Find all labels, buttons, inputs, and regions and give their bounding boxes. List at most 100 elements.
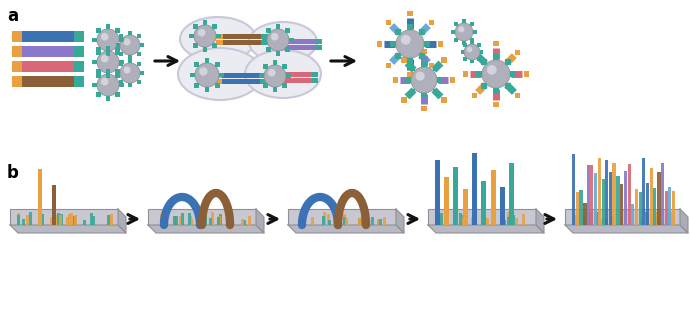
- Bar: [289, 38, 294, 42]
- Bar: [312, 72, 318, 77]
- Bar: [216, 34, 224, 39]
- Bar: [29, 213, 32, 225]
- Bar: [377, 41, 382, 47]
- Bar: [371, 217, 374, 225]
- Bar: [473, 30, 477, 34]
- Bar: [440, 213, 443, 225]
- Bar: [189, 216, 192, 225]
- Bar: [213, 24, 217, 29]
- Bar: [97, 92, 101, 97]
- Bar: [586, 165, 590, 225]
- Bar: [658, 172, 660, 225]
- Circle shape: [411, 67, 437, 93]
- Bar: [420, 53, 425, 59]
- Bar: [471, 60, 473, 63]
- Bar: [620, 184, 624, 225]
- Bar: [116, 43, 120, 47]
- Bar: [401, 97, 406, 103]
- Bar: [481, 83, 486, 89]
- Bar: [505, 83, 511, 89]
- Bar: [600, 219, 604, 225]
- Bar: [386, 63, 391, 68]
- Bar: [327, 214, 330, 225]
- Bar: [473, 214, 475, 225]
- Bar: [575, 192, 579, 225]
- Bar: [410, 89, 415, 94]
- Bar: [572, 155, 575, 225]
- Bar: [193, 24, 198, 29]
- Bar: [596, 212, 599, 225]
- Circle shape: [467, 47, 473, 52]
- Bar: [509, 163, 513, 225]
- Bar: [115, 50, 119, 55]
- Bar: [276, 39, 282, 44]
- Bar: [358, 218, 362, 225]
- Bar: [664, 191, 668, 225]
- Bar: [310, 217, 314, 225]
- Bar: [642, 158, 645, 225]
- Bar: [483, 219, 486, 225]
- Bar: [190, 72, 195, 77]
- Bar: [276, 51, 280, 56]
- Bar: [471, 41, 473, 44]
- Bar: [273, 61, 277, 65]
- Bar: [282, 64, 286, 69]
- Circle shape: [482, 60, 510, 88]
- Bar: [635, 189, 638, 225]
- Bar: [74, 76, 84, 87]
- Bar: [407, 24, 413, 30]
- Bar: [215, 83, 219, 88]
- Bar: [128, 55, 132, 59]
- Bar: [106, 214, 110, 225]
- Bar: [503, 220, 506, 225]
- Bar: [470, 23, 473, 26]
- Bar: [201, 219, 205, 225]
- Bar: [174, 216, 177, 225]
- Bar: [345, 218, 348, 225]
- Bar: [407, 58, 413, 64]
- Bar: [181, 213, 184, 225]
- Bar: [22, 76, 74, 87]
- Bar: [12, 61, 22, 72]
- Bar: [115, 69, 119, 74]
- Circle shape: [97, 74, 119, 96]
- Bar: [106, 51, 110, 56]
- Bar: [323, 212, 326, 225]
- Bar: [328, 220, 331, 225]
- Bar: [193, 43, 198, 48]
- Bar: [481, 213, 484, 225]
- Bar: [205, 87, 209, 92]
- Bar: [74, 46, 84, 57]
- Bar: [480, 51, 484, 53]
- Bar: [609, 172, 612, 225]
- Bar: [259, 73, 267, 78]
- Bar: [410, 66, 415, 71]
- Bar: [337, 219, 340, 225]
- Bar: [333, 212, 335, 225]
- Bar: [41, 214, 43, 225]
- Bar: [216, 34, 221, 38]
- Circle shape: [401, 35, 411, 45]
- Bar: [160, 214, 164, 225]
- Polygon shape: [118, 209, 126, 233]
- Bar: [379, 219, 382, 225]
- Bar: [422, 106, 426, 111]
- Bar: [462, 218, 465, 225]
- Bar: [219, 72, 224, 77]
- Bar: [266, 28, 270, 33]
- Bar: [272, 72, 279, 77]
- Bar: [315, 45, 322, 50]
- Circle shape: [264, 65, 286, 87]
- Bar: [276, 24, 280, 29]
- Bar: [261, 40, 268, 45]
- Bar: [437, 77, 442, 83]
- Bar: [119, 52, 124, 56]
- Bar: [343, 214, 346, 225]
- Bar: [433, 66, 438, 71]
- Bar: [197, 217, 200, 225]
- Bar: [119, 83, 124, 87]
- Bar: [75, 215, 77, 225]
- Bar: [658, 219, 660, 225]
- Bar: [624, 171, 627, 225]
- Bar: [128, 31, 132, 35]
